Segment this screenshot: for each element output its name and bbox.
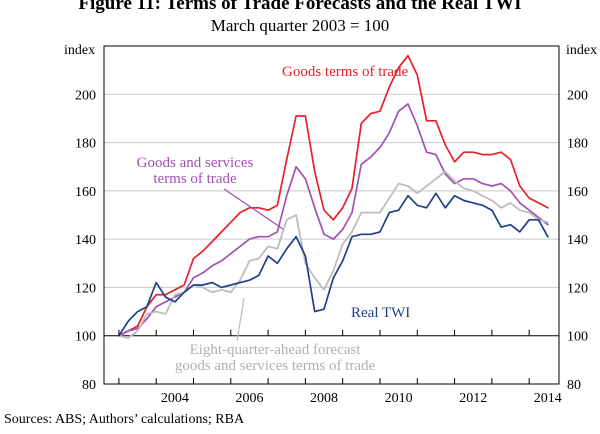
source-note: Sources: ABS; Authors’ calculations; RBA (4, 412, 245, 427)
y-tick-label-left-160: 160 (75, 185, 96, 200)
y-tick-label-right-80: 80 (567, 378, 581, 393)
series-line-goods-and-services-terms-of-trade (118, 103, 549, 337)
y-tick-label-left-120: 120 (75, 281, 96, 296)
y-tick-label-right-180: 180 (567, 137, 588, 152)
y-axis-label-right: index (566, 43, 597, 58)
y-tick-label-left-200: 200 (75, 88, 96, 103)
annotation-forecast-line2: goods and services terms of trade (175, 358, 376, 374)
annotation-goods-services-line2: terms of trade (153, 171, 237, 187)
annotation-goods-services-leader (223, 188, 284, 230)
x-tick-label-2012: 2012 (459, 391, 487, 406)
x-tick-label-2006: 2006 (235, 391, 263, 406)
x-tick-label-2014: 2014 (534, 391, 562, 406)
y-tick-label-right-200: 200 (567, 88, 588, 103)
x-tick-label-2004: 2004 (161, 391, 189, 406)
y-tick-label-right-100: 100 (567, 330, 588, 345)
y-tick-label-right-160: 160 (567, 185, 588, 200)
y-tick-label-right-120: 120 (567, 281, 588, 296)
y-tick-label-left-140: 140 (75, 233, 96, 248)
annotation-forecast-line1: Eight-quarter-ahead forecast (190, 342, 362, 358)
y-tick-label-left-180: 180 (75, 137, 96, 152)
chart-subtitle: March quarter 2003 = 100 (210, 16, 390, 35)
series-line-eight-quarter-ahead-forecast-goods-and-services-terms-of-trade (118, 170, 549, 339)
chart-title: Figure 11: Terms of Trade Forecasts and … (78, 0, 522, 14)
annotation-goods-services-line1: Goods and services (137, 155, 254, 171)
y-tick-label-right-140: 140 (567, 233, 588, 248)
x-tick-label-2010: 2010 (385, 391, 413, 406)
axes: 80 80 100 100 120 120 140 140 160 160 180 180 200 200… (75, 45, 588, 406)
x-tick-label-2008: 2008 (310, 391, 338, 406)
gridlines (104, 93, 559, 337)
y-tick-label-left-100: 100 (75, 330, 96, 345)
annotation-goods-terms-of-trade: Goods terms of trade (282, 64, 409, 80)
series-line-goods-terms-of-trade (118, 54, 549, 337)
plot-frame (103, 45, 560, 385)
series-line-real-twi (118, 192, 549, 337)
y-tick-label-left-80: 80 (82, 378, 96, 393)
series-lines (118, 54, 549, 339)
annotation-forecast-leader (236, 297, 245, 342)
y-axis-label-left: index (64, 43, 95, 58)
annotation-real-twi: Real TWI (351, 305, 410, 321)
